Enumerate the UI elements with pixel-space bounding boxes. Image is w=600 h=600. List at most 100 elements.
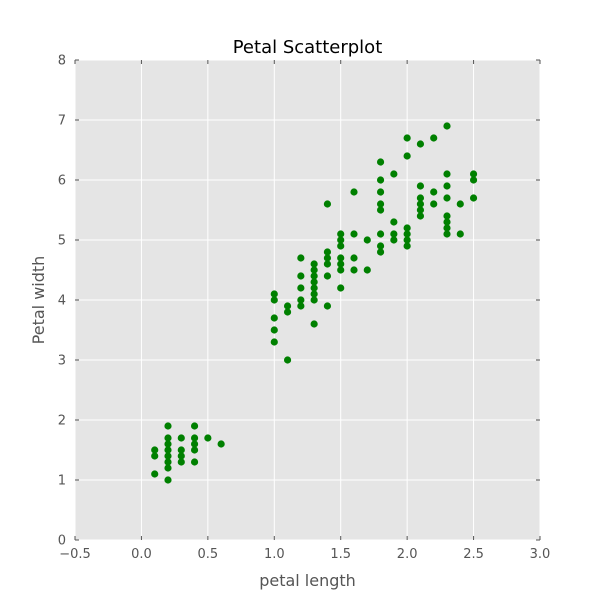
data-point xyxy=(283,302,292,310)
x-tick-label: 1.0 xyxy=(264,547,285,562)
data-point xyxy=(403,230,411,238)
data-point xyxy=(337,254,345,262)
data-point xyxy=(403,242,411,250)
data-point xyxy=(297,296,305,304)
y-tick-label: 2 xyxy=(58,414,66,429)
data-point xyxy=(151,446,159,454)
data-point xyxy=(430,200,438,208)
x-tick-label: 0.0 xyxy=(131,547,152,562)
data-point xyxy=(164,446,172,454)
data-point xyxy=(403,224,411,232)
data-point xyxy=(416,194,425,202)
data-point xyxy=(323,200,332,208)
x-tick-label: −0.5 xyxy=(59,547,91,562)
data-point xyxy=(177,446,185,454)
x-tick-label: 1.5 xyxy=(330,547,351,562)
data-point xyxy=(190,446,199,454)
data-point xyxy=(190,434,199,442)
data-point xyxy=(164,476,172,484)
data-point xyxy=(310,278,318,286)
data-point xyxy=(430,134,438,142)
data-point xyxy=(350,266,358,274)
data-point xyxy=(204,434,212,442)
data-point xyxy=(164,440,172,448)
data-point xyxy=(190,440,199,448)
data-point xyxy=(323,260,332,268)
data-point xyxy=(363,266,371,274)
grid-lines xyxy=(74,59,541,541)
y-tick-label: 8 xyxy=(58,54,66,69)
data-point xyxy=(469,170,478,178)
y-tick-label: 5 xyxy=(58,234,66,249)
data-point xyxy=(164,422,172,430)
data-point xyxy=(297,272,305,280)
x-tick-label: 3.0 xyxy=(530,547,551,562)
data-point xyxy=(337,284,345,292)
data-point xyxy=(376,248,385,256)
data-point xyxy=(456,200,464,208)
data-point xyxy=(310,272,318,280)
data-point xyxy=(443,224,451,232)
data-point xyxy=(443,212,451,220)
data-point xyxy=(164,464,172,472)
data-point xyxy=(190,458,199,466)
data-point xyxy=(297,302,305,310)
data-point xyxy=(310,296,318,304)
data-point xyxy=(363,236,371,244)
data-point xyxy=(390,230,398,238)
y-tick-label: 4 xyxy=(58,294,66,309)
chart-title: Petal Scatterplot xyxy=(233,37,383,58)
tick-labels: −0.5 0.0 0.5 1.0 1.5 2.0 2.5 3.0 0 1 2 3 4 5 6 7 8 xyxy=(58,54,551,563)
data-points xyxy=(151,122,478,484)
y-tick-label: 7 xyxy=(58,114,66,129)
data-point xyxy=(337,242,345,250)
y-tick-label: 0 xyxy=(58,534,66,549)
data-point xyxy=(151,452,159,460)
data-point xyxy=(403,236,411,244)
data-point xyxy=(177,452,185,460)
data-point xyxy=(376,242,385,250)
data-point xyxy=(297,284,305,292)
data-point xyxy=(403,134,411,142)
data-point xyxy=(337,260,345,268)
data-point xyxy=(337,236,345,244)
data-point xyxy=(323,248,332,256)
data-point xyxy=(177,434,185,442)
data-point xyxy=(310,266,318,274)
data-point xyxy=(337,230,345,238)
data-point xyxy=(177,458,185,466)
data-point xyxy=(310,260,318,268)
data-point xyxy=(350,188,358,196)
y-tick-label: 1 xyxy=(58,474,66,489)
data-point xyxy=(443,122,451,130)
x-axis-label: petal length xyxy=(259,571,356,590)
data-point xyxy=(310,320,318,328)
data-point xyxy=(270,290,278,298)
x-tick-label: 2.0 xyxy=(397,547,418,562)
data-point xyxy=(350,230,358,238)
data-point xyxy=(443,230,451,238)
data-point xyxy=(430,188,438,196)
data-point xyxy=(469,176,478,184)
y-tick-label: 3 xyxy=(58,354,66,369)
data-point xyxy=(270,326,278,334)
data-point xyxy=(283,356,292,364)
data-point xyxy=(164,434,172,442)
data-point xyxy=(376,230,385,238)
data-point xyxy=(456,230,464,238)
data-point xyxy=(350,254,358,262)
data-point xyxy=(376,188,385,196)
data-point xyxy=(443,194,451,202)
data-point xyxy=(416,206,425,214)
data-point xyxy=(469,194,478,202)
data-point xyxy=(310,284,318,292)
data-point xyxy=(151,470,159,478)
data-point xyxy=(376,158,385,166)
data-point xyxy=(310,290,318,298)
data-point xyxy=(190,422,199,430)
data-point xyxy=(217,440,225,448)
data-point xyxy=(390,170,398,178)
data-point xyxy=(416,212,425,220)
data-point xyxy=(443,218,451,226)
